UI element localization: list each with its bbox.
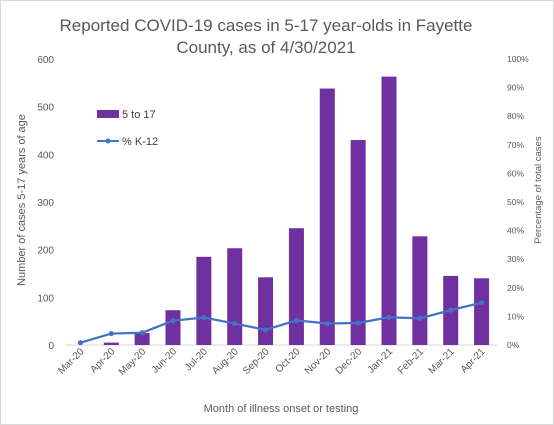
bar-series xyxy=(103,76,490,346)
y-tick-label-2: 200 xyxy=(37,246,54,257)
y2-tick-label-1: 10% xyxy=(507,311,524,321)
bar-11 xyxy=(412,236,428,345)
y-tick-label-3: 300 xyxy=(37,198,54,209)
x-tick-label-5: Aug-20 xyxy=(210,346,241,377)
bar-3 xyxy=(165,310,181,345)
line-point-10 xyxy=(386,314,392,320)
line-point-7 xyxy=(293,317,300,324)
x-tick-label-7: Oct-20 xyxy=(274,346,303,375)
line-point-9 xyxy=(355,320,361,326)
y-tick-label-6: 600 xyxy=(37,55,54,66)
y-tick-label-4: 400 xyxy=(37,150,54,161)
chart-title-line-2: County, as of 4/30/2021 xyxy=(176,38,355,57)
x-tick-label-8: Nov-20 xyxy=(303,346,334,377)
line-point-0 xyxy=(77,340,84,346)
y-axis-left: 0 100 200 300 400 500 600 xyxy=(37,55,54,352)
y-tick-label-0: 0 xyxy=(48,341,54,352)
legend-swatch-marker xyxy=(105,138,111,144)
y2-tick-label-8: 80% xyxy=(507,111,524,121)
bar-6 xyxy=(258,277,274,345)
y2-tick-label-10: 100% xyxy=(507,54,529,64)
bar-13 xyxy=(474,278,490,345)
line-point-4 xyxy=(201,314,207,321)
line-point-13 xyxy=(478,300,485,306)
bar-10 xyxy=(381,76,397,346)
x-tick-label-2: May-20 xyxy=(117,346,149,378)
bar-1 xyxy=(103,342,119,345)
y-axis-title: Number of cases 5-17 years of age xyxy=(16,114,28,286)
bar-2 xyxy=(134,333,150,345)
line-point-1 xyxy=(108,330,114,337)
bar-9 xyxy=(350,140,366,345)
x-tick-label-10: Jan-21 xyxy=(366,346,396,376)
y2-tick-label-6: 60% xyxy=(507,168,524,178)
line-point-8 xyxy=(324,320,330,327)
line-point-3 xyxy=(170,318,176,324)
y2-tick-label-9: 90% xyxy=(507,83,524,93)
y2-tick-label-7: 70% xyxy=(507,140,524,150)
line-point-5 xyxy=(232,320,238,327)
x-tick-label-0: Mar-20 xyxy=(56,346,86,376)
bar-4 xyxy=(196,256,212,345)
x-tick-label-3: Jun-20 xyxy=(150,346,180,376)
y-tick-label-1: 100 xyxy=(37,293,54,304)
x-tick-label-6: Sep-20 xyxy=(241,346,272,377)
x-tick-label-4: Jul-20 xyxy=(183,346,210,373)
line-series xyxy=(77,300,485,346)
line-point-12 xyxy=(448,307,454,313)
y2-tick-label-4: 40% xyxy=(507,226,524,236)
legend-swatch-bars xyxy=(97,110,119,118)
line-point-6 xyxy=(262,327,269,333)
y-axis-right: 0% 10% 20% 30% 40% 50% 60% 70% 80% 90% 100% xyxy=(507,54,529,350)
x-tick-label-9: Dec-20 xyxy=(334,346,365,377)
x-tick-label-1: Apr-20 xyxy=(88,346,117,375)
bar-7 xyxy=(288,228,304,345)
y2-tick-label-0: 0% xyxy=(507,340,520,350)
chart-title-line-1: Reported COVID-19 cases in 5-17 year-old… xyxy=(60,16,473,35)
y2-tick-label-3: 30% xyxy=(507,254,524,264)
x-axis: Mar-20 Apr-20 May-20 Jun-20 Jul-20 Aug-20 Sep-… xyxy=(56,346,488,378)
y2-tick-label-5: 50% xyxy=(507,197,524,207)
line-point-2 xyxy=(139,330,145,336)
x-tick-label-12: Mar-21 xyxy=(427,346,457,376)
legend-label-line: % K-12 xyxy=(122,136,158,148)
line-path xyxy=(80,301,482,344)
x-tick-label-13: Apr-21 xyxy=(459,346,488,375)
bar-5 xyxy=(227,248,243,345)
line-point-11 xyxy=(417,315,423,322)
legend: 5 to 17 % K-12 xyxy=(97,109,158,148)
bar-8 xyxy=(319,88,335,345)
y2-tick-label-2: 20% xyxy=(507,283,524,293)
y-tick-label-5: 500 xyxy=(37,103,54,114)
legend-label-bars: 5 to 17 xyxy=(122,109,156,121)
y2-axis-title: Percentage of total cases xyxy=(533,136,544,243)
x-tick-label-11: Feb-21 xyxy=(396,346,426,376)
x-axis-title: Month of illness onset or testing xyxy=(204,403,359,415)
